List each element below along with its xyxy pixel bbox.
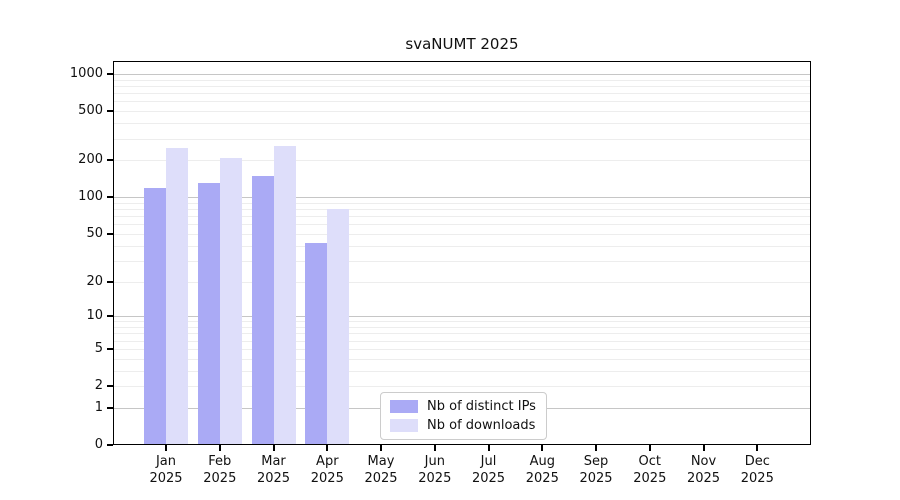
gridline	[113, 316, 811, 318]
x-tick-label-feb: Feb 2025	[203, 454, 237, 486]
gridline	[113, 86, 811, 87]
y-tick-mark	[107, 280, 113, 283]
x-tick-label-jul: Jul 2025	[471, 454, 506, 486]
gridline	[113, 370, 811, 372]
y-tick-label: 1	[94, 399, 103, 415]
y-tick-label: 20	[86, 273, 103, 289]
y-tick-mark	[107, 444, 113, 446]
x-tick-label-apr: Apr 2025	[310, 454, 344, 486]
gridline	[113, 216, 811, 218]
x-tick-mark	[433, 445, 436, 451]
bar-feb-distinct-ips	[197, 183, 220, 445]
legend-item-downloads: Nb of downloads	[390, 418, 536, 433]
y-tick-mark	[107, 232, 113, 235]
gridline	[113, 111, 811, 113]
gridline	[113, 260, 811, 262]
legend-item-distinct-ips: Nb of distinct IPs	[390, 399, 536, 414]
gridline	[113, 340, 811, 342]
y-tick-mark	[107, 196, 113, 199]
y-tick-mark	[107, 315, 113, 318]
x-tick-mark	[756, 445, 759, 451]
x-tick-label-nov: Nov 2025	[686, 454, 721, 486]
x-tick-mark	[595, 445, 597, 451]
gridline	[113, 123, 811, 125]
bar-jan-distinct-ips	[144, 187, 166, 445]
y-tick-mark	[107, 347, 113, 350]
x-tick-mark	[272, 445, 275, 451]
chart-title: svaNUMT 2025	[405, 35, 519, 53]
x-tick-label-jun: Jun 2025	[418, 454, 452, 486]
x-tick-mark	[218, 445, 221, 451]
y-tick-mark	[107, 159, 113, 162]
y-tick-mark	[107, 73, 113, 75]
y-tick-mark	[107, 406, 113, 409]
gridline	[113, 245, 811, 247]
plot-area: Nb of distinct IPs Nb of downloads	[113, 61, 811, 445]
gridline	[113, 93, 811, 95]
gridline	[113, 281, 811, 283]
x-tick-mark	[165, 445, 167, 451]
legend-label-downloads: Nb of downloads	[427, 418, 536, 433]
legend-label-distinct-ips: Nb of distinct IPs	[427, 399, 536, 414]
x-tick-label-aug: Aug 2025	[525, 454, 559, 486]
x-tick-mark	[380, 445, 382, 451]
gridline	[113, 197, 811, 199]
x-tick-label-sep: Sep 2025	[579, 454, 613, 486]
gridline	[113, 386, 811, 387]
x-tick-mark	[541, 445, 544, 451]
bar-feb-downloads	[219, 157, 242, 445]
gridline	[113, 224, 811, 226]
legend: Nb of distinct IPs Nb of downloads	[380, 392, 547, 440]
gridline	[113, 321, 811, 323]
y-tick-mark	[107, 385, 113, 387]
x-tick-mark	[702, 445, 705, 451]
gridline	[113, 202, 811, 204]
gridline	[113, 74, 811, 75]
x-tick-mark	[326, 445, 329, 451]
y-tick-label: 1000	[69, 66, 103, 81]
y-tick-label: 0	[94, 437, 103, 452]
bar-mar-downloads	[273, 146, 296, 445]
legend-swatch-downloads	[390, 419, 418, 432]
x-tick-label-dec: Dec 2025	[740, 454, 774, 486]
gridline	[113, 327, 811, 328]
gridline	[113, 233, 811, 235]
bar-apr-downloads	[327, 209, 350, 445]
y-tick-label: 500	[78, 103, 103, 119]
bar-mar-distinct-ips	[251, 175, 274, 445]
y-tick-label: 100	[78, 189, 103, 205]
y-tick-mark	[107, 110, 113, 113]
x-tick-label-oct: Oct 2025	[633, 454, 667, 486]
bar-jan-downloads	[166, 148, 188, 445]
x-tick-mark	[648, 445, 651, 451]
gridline	[113, 348, 811, 350]
x-tick-label-may: May 2025	[364, 454, 398, 486]
x-tick-label-mar: Mar 2025	[256, 454, 291, 486]
legend-swatch-distinct-ips	[390, 400, 418, 413]
y-tick-label: 10	[86, 308, 103, 324]
gridline	[113, 101, 811, 103]
gridline	[113, 138, 811, 140]
gridline	[113, 333, 811, 335]
gridline	[113, 79, 811, 81]
x-tick-label-jan: Jan 2025	[149, 454, 183, 486]
gridline	[113, 358, 811, 360]
y-tick-label: 200	[78, 152, 103, 168]
y-tick-label: 50	[86, 225, 103, 241]
bar-apr-distinct-ips	[305, 243, 328, 445]
x-tick-mark	[487, 445, 490, 451]
gridline	[113, 160, 811, 162]
y-tick-label: 2	[94, 378, 103, 393]
y-tick-label: 5	[94, 340, 103, 356]
gridline	[113, 209, 811, 210]
